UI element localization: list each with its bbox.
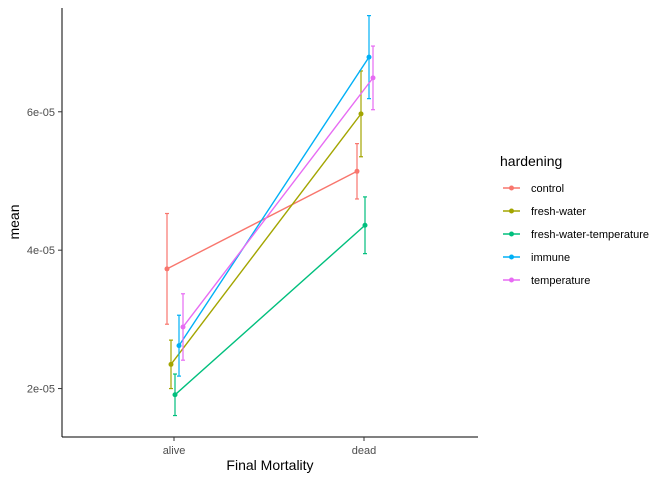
- legend-label: immune: [531, 252, 570, 264]
- data-point: [176, 343, 182, 349]
- legend-item-immune: immune: [503, 252, 570, 264]
- data-point: [168, 361, 174, 367]
- x-axis-ticks: alive dead: [163, 437, 376, 457]
- legend-item-control: control: [503, 183, 564, 195]
- series-immune: [176, 15, 372, 377]
- legend-key-point: [509, 185, 514, 191]
- data-point: [354, 168, 360, 174]
- series-temperature: [180, 45, 376, 361]
- series-line: [170, 113, 362, 365]
- legend-item-temperature: temperature: [503, 275, 590, 287]
- y-axis-title: mean: [6, 204, 22, 239]
- legend-label: temperature: [531, 275, 590, 287]
- legend-item-fresh-water-temperature: fresh-water-temperature: [503, 229, 649, 241]
- plot-panel: [164, 15, 376, 417]
- series-line: [178, 56, 370, 347]
- data-point: [172, 392, 178, 398]
- legend-key-point: [509, 231, 514, 237]
- legend-item-fresh-water: fresh-water: [503, 206, 586, 218]
- legend-label: fresh-water: [531, 206, 586, 218]
- x-axis-title: Final Mortality: [226, 457, 313, 473]
- data-point: [358, 111, 364, 117]
- legend-label: control: [531, 183, 564, 195]
- series-line: [174, 224, 366, 396]
- legend-label: fresh-water-temperature: [531, 229, 649, 241]
- legend-key-point: [509, 277, 514, 283]
- data-point: [164, 266, 170, 272]
- data-point: [180, 324, 186, 330]
- y-tick-label: 6e-05: [27, 107, 55, 119]
- y-tick-label: 4e-05: [27, 245, 55, 257]
- y-axis-ticks: 2e-05 4e-05 6e-05: [27, 107, 62, 396]
- series-control: [164, 143, 360, 325]
- legend-key-point: [509, 208, 514, 214]
- series-line: [182, 77, 374, 328]
- y-tick-label: 2e-05: [27, 384, 55, 396]
- x-tick-label: alive: [163, 445, 186, 457]
- series-fresh-water: [168, 70, 364, 390]
- legend-key-point: [509, 254, 514, 260]
- legend-title: hardening: [500, 153, 562, 169]
- data-point: [366, 54, 372, 60]
- legend: hardening control fresh-water fresh-water-…: [500, 153, 649, 287]
- x-tick-label: dead: [352, 445, 376, 457]
- series-fresh-water-temperature: [172, 196, 368, 417]
- data-point: [370, 75, 376, 81]
- data-point: [362, 222, 368, 228]
